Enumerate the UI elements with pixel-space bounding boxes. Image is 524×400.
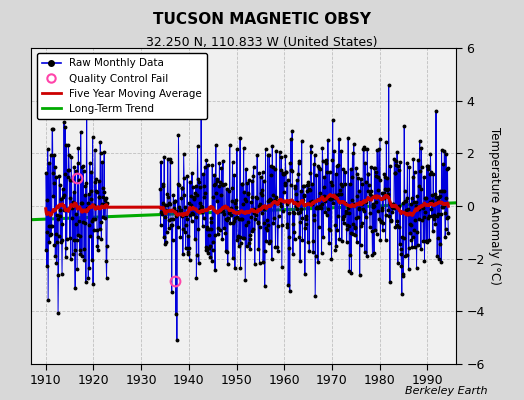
Text: TUCSON MAGNETIC OBSY: TUCSON MAGNETIC OBSY — [153, 12, 371, 27]
Text: 32.250 N, 110.833 W (United States): 32.250 N, 110.833 W (United States) — [146, 36, 378, 49]
Y-axis label: Temperature Anomaly (°C): Temperature Anomaly (°C) — [488, 127, 501, 285]
Text: Berkeley Earth: Berkeley Earth — [405, 386, 487, 396]
Legend: Raw Monthly Data, Quality Control Fail, Five Year Moving Average, Long-Term Tren: Raw Monthly Data, Quality Control Fail, … — [37, 53, 207, 119]
